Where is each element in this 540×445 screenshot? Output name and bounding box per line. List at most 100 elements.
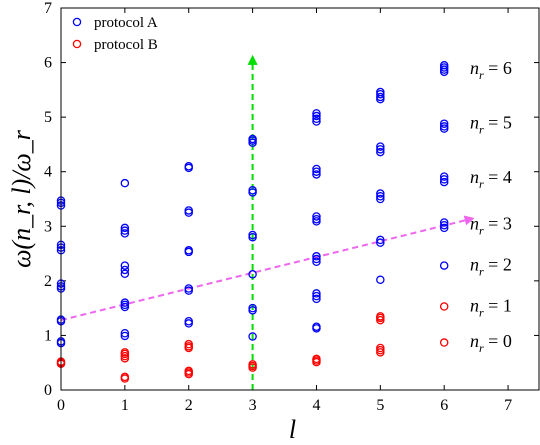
x-tick-label: 6 xyxy=(440,397,448,414)
y-tick-label: 1 xyxy=(44,327,52,344)
point-protocol-a xyxy=(312,289,321,298)
point-protocol-b xyxy=(184,339,193,349)
nr-label-value: = 1 xyxy=(484,295,512,315)
point-protocol-a xyxy=(120,223,130,233)
point-protocol-b xyxy=(439,338,449,347)
point-protocol-a xyxy=(312,111,321,121)
y-tick-label: 0 xyxy=(44,382,52,399)
point-protocol-b xyxy=(120,372,130,382)
nr-label: nr = 6 xyxy=(470,58,512,82)
nr-label-value: = 3 xyxy=(484,214,512,234)
point-protocol-a xyxy=(376,145,385,154)
x-tick-label: 3 xyxy=(249,397,257,414)
point-protocol-a xyxy=(120,178,130,188)
point-protocol-a xyxy=(184,162,193,171)
nr-label: nr = 2 xyxy=(470,254,512,278)
x-tick-label: 0 xyxy=(57,397,65,414)
ticks-layer: 0 1 2 3 4 5 6 7 0 1 2 3 4 5 6 7 xyxy=(44,0,539,414)
point-protocol-a xyxy=(439,220,449,230)
y-tick-label: 6 xyxy=(44,55,52,72)
nr-label-symbol: n xyxy=(470,113,479,133)
point-protocol-a xyxy=(312,114,321,124)
point-protocol-a xyxy=(376,189,385,198)
point-protocol-a xyxy=(312,254,321,264)
nr-label: nr = 4 xyxy=(470,167,512,191)
nr-label-value: = 0 xyxy=(484,331,512,351)
point-protocol-b xyxy=(184,366,193,376)
legend-marker-protocol-a xyxy=(72,17,82,27)
nr-label-value: = 5 xyxy=(484,113,512,133)
point-protocol-a xyxy=(376,142,385,151)
nr-label-symbol: n xyxy=(470,331,479,351)
point-protocol-a xyxy=(184,206,193,215)
point-protocol-a xyxy=(376,238,385,247)
magenta-dashed-arrow xyxy=(60,215,475,322)
point-protocol-a xyxy=(312,214,321,224)
point-protocol-a xyxy=(439,261,449,270)
point-protocol-a xyxy=(120,298,130,307)
point-protocol-b xyxy=(248,360,257,369)
legend: protocol A protocol B xyxy=(72,15,158,53)
nr-label: nr = 5 xyxy=(470,113,512,137)
point-protocol-b xyxy=(376,312,385,321)
point-protocol-b xyxy=(312,354,321,364)
point-protocol-a xyxy=(312,170,321,179)
y-tick-label: 5 xyxy=(44,109,52,126)
nr-label-subscript: r xyxy=(479,177,484,191)
point-protocol-a xyxy=(312,117,321,126)
x-tick-label: 1 xyxy=(121,397,129,414)
y-axis-label: ω(n_r, l)/ω_r xyxy=(7,129,36,268)
point-protocol-a xyxy=(120,261,130,270)
point-protocol-a xyxy=(248,332,257,341)
point-protocol-b xyxy=(439,302,449,311)
point-protocol-a xyxy=(120,269,130,279)
point-protocol-a xyxy=(184,284,193,293)
point-protocol-b xyxy=(120,348,130,357)
point-protocol-a xyxy=(439,122,449,131)
legend-marker-protocol-b xyxy=(72,39,82,49)
x-tick-label: 5 xyxy=(376,397,384,414)
arrows-layer xyxy=(60,54,475,390)
point-protocol-a xyxy=(312,252,321,261)
nr-label-symbol: n xyxy=(470,295,479,315)
nr-label-symbol: n xyxy=(470,167,479,187)
point-protocol-a xyxy=(439,223,449,233)
nr-label-symbol: n xyxy=(470,214,479,234)
point-protocol-a xyxy=(312,164,321,174)
point-protocol-a xyxy=(439,172,449,181)
point-protocol-a xyxy=(376,194,385,204)
point-protocol-a xyxy=(312,294,321,304)
point-protocol-b xyxy=(376,343,385,353)
point-protocol-a xyxy=(312,257,321,267)
nr-label-value: = 2 xyxy=(484,254,512,274)
nr-label-subscript: r xyxy=(479,68,484,82)
nr-label-subscript: r xyxy=(479,341,484,355)
x-tick-label: 2 xyxy=(185,397,193,414)
point-protocol-a xyxy=(439,119,449,128)
point-protocol-a xyxy=(120,265,130,275)
point-protocol-a xyxy=(120,331,130,341)
point-protocol-a xyxy=(120,328,130,338)
nr-label-subscript: r xyxy=(479,224,484,238)
point-protocol-a xyxy=(184,316,193,326)
point-protocol-a xyxy=(248,186,257,195)
nr-label-value: = 4 xyxy=(484,167,512,187)
point-protocol-a xyxy=(376,87,385,97)
nr-label-symbol: n xyxy=(470,254,479,274)
nr-label-symbol: n xyxy=(470,58,479,78)
point-protocol-a xyxy=(184,246,193,255)
x-tick-label: 7 xyxy=(504,397,512,414)
x-tick-label: 4 xyxy=(312,397,320,414)
nr-label-subscript: r xyxy=(479,264,484,278)
point-protocol-a xyxy=(376,235,385,245)
point-protocol-a xyxy=(312,322,321,331)
nr-label-value: = 6 xyxy=(484,58,512,78)
nr-labels-layer: nr = 6nr = 5nr = 4nr = 3nr = 2nr = 1nr =… xyxy=(470,58,512,355)
legend-label-protocol-b: protocol B xyxy=(94,37,158,53)
y-tick-label: 2 xyxy=(44,273,52,290)
nr-label-subscript: r xyxy=(479,305,484,319)
points-layer xyxy=(56,61,449,383)
point-protocol-a xyxy=(439,175,449,184)
